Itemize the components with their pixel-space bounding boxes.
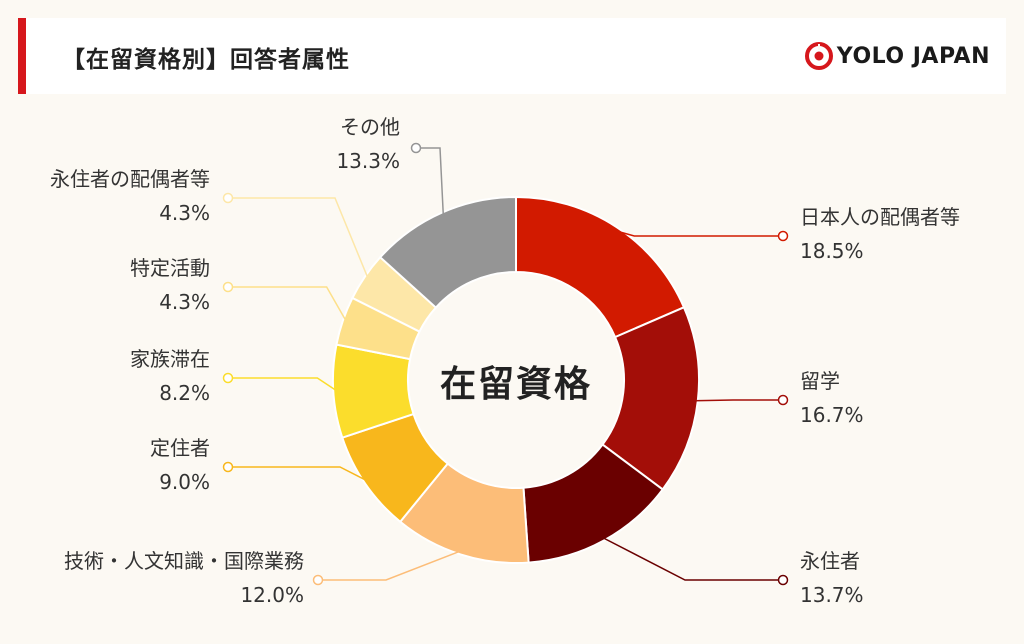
label-connector-line [416, 147, 445, 217]
label-connector-dot [312, 574, 324, 586]
donut-slice [378, 195, 517, 309]
slice-label: 家族滞在 8.2% [130, 342, 210, 410]
brand-logo-icon [804, 42, 833, 70]
label-connector-line [228, 377, 338, 392]
slice-label-value: 9.0% [159, 470, 210, 494]
slice-label-name: 永住者 [800, 549, 860, 573]
label-connector-dot [410, 142, 422, 154]
label-connector-line [228, 286, 348, 323]
label-connector-dot [222, 192, 234, 204]
donut-slice [515, 195, 686, 339]
header-accent-bar [18, 18, 26, 94]
brand-name: YOLO JAPAN [836, 43, 990, 69]
slice-label-value: 8.2% [159, 381, 210, 405]
slice-label-value: 13.3% [336, 149, 400, 173]
slice-label-name: 定住者 [150, 436, 210, 460]
slice-label-value: 12.0% [240, 583, 304, 607]
slice-label-value: 4.3% [159, 290, 210, 314]
label-connector-dot [222, 372, 234, 384]
label-connector-dot [222, 281, 234, 293]
label-connector-line [601, 536, 783, 581]
slice-label-value: 16.7% [800, 403, 864, 427]
slice-label-value: 4.3% [159, 201, 210, 225]
slice-label-name: 日本人の配偶者等 [800, 205, 960, 229]
slice-label-value: 13.7% [800, 583, 864, 607]
slice-label-name: 永住者の配偶者等 [50, 167, 210, 191]
label-connector-line [614, 229, 783, 237]
label-connector-line [228, 197, 369, 280]
slice-label-name: 家族滞在 [130, 347, 210, 371]
label-connector-line [228, 466, 369, 483]
page-title: 【在留資格別】回答者属性 [62, 47, 350, 73]
slice-label: 永住者の配偶者等 4.3% [50, 162, 210, 230]
slice-label: 定住者 9.0% [150, 431, 210, 499]
label-connector-dot [777, 394, 789, 406]
slice-label-value: 18.5% [800, 239, 864, 263]
slice-label: その他 13.3% [336, 110, 400, 178]
slice-label-name: 特定活動 [130, 256, 210, 280]
label-connector-line [318, 549, 463, 581]
slice-label: 留学 16.7% [800, 364, 864, 432]
label-connector-line [693, 399, 783, 402]
slice-label-name: 留学 [800, 369, 840, 393]
slice-label-name: その他 [340, 115, 400, 139]
header-bar: 【在留資格別】回答者属性 YOLO JAPAN [18, 18, 1006, 94]
slice-label: 日本人の配偶者等 18.5% [800, 200, 960, 268]
slice-label: 特定活動 4.3% [130, 251, 210, 319]
label-connector-dot [777, 230, 789, 242]
chart-center-label: 在留資格 [439, 364, 592, 405]
slice-label: 永住者 13.7% [800, 544, 864, 612]
slice-label-name: 技術・人文知識・国際業務 [64, 549, 304, 573]
label-connector-dot [222, 461, 234, 473]
slice-label: 技術・人文知識・国際業務 12.0% [64, 544, 304, 612]
label-connector-dot [777, 574, 789, 586]
brand-logo: YOLO JAPAN [804, 40, 990, 72]
